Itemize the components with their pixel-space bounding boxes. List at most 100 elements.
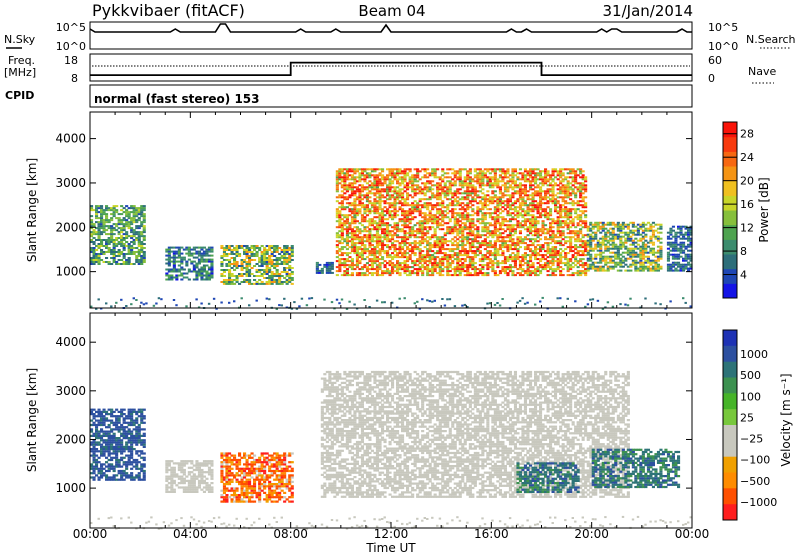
power-cell (378, 208, 382, 211)
power-cell (481, 172, 485, 175)
power-cell (559, 260, 563, 263)
power-cell (363, 218, 367, 221)
power-cell (463, 214, 467, 217)
power-cell (473, 262, 477, 265)
power-cell (536, 228, 540, 231)
power-cell (345, 220, 350, 223)
power-cell (619, 243, 623, 246)
power-cell (110, 233, 114, 236)
power-cell (401, 242, 405, 245)
power-cell (496, 184, 500, 187)
power-cell (461, 234, 465, 237)
power-cell (493, 274, 497, 277)
power-cell (534, 182, 538, 185)
power-cell (438, 184, 442, 187)
power-cell (433, 204, 437, 207)
power-cell (348, 174, 352, 177)
power-cell (421, 260, 425, 263)
power-cell (453, 212, 457, 215)
power-cell (516, 252, 520, 255)
power-cell (534, 222, 538, 225)
power-cell (187, 252, 191, 255)
power-cell (554, 204, 558, 207)
power-cell (641, 237, 645, 240)
power-cell (606, 223, 610, 226)
power-cell (403, 184, 407, 187)
power-cell (503, 208, 508, 211)
power-cell (270, 282, 274, 285)
power-cell (576, 272, 580, 275)
power-cell (443, 222, 447, 225)
power-cell (448, 250, 452, 253)
power-cell (529, 218, 533, 221)
power-cell (571, 230, 575, 233)
power-cell (288, 277, 292, 279)
power-cell (100, 249, 104, 251)
power-cell (561, 188, 565, 191)
power-cell (172, 256, 176, 259)
power-cell (446, 216, 450, 219)
power-cell (586, 259, 590, 262)
power-cell (202, 268, 207, 271)
power-cell (463, 228, 467, 231)
power-cell (358, 178, 362, 181)
power-cell (403, 268, 407, 271)
power-cell (315, 267, 319, 270)
power-cell (564, 254, 568, 257)
power-cell (503, 266, 508, 269)
power-cell (207, 276, 212, 279)
power-cell (466, 172, 470, 175)
power-cell (383, 190, 387, 193)
power-cell (448, 262, 452, 265)
power-cell (571, 168, 575, 171)
power-cell (125, 221, 129, 224)
power-cell (549, 228, 553, 231)
power-cell (493, 252, 497, 255)
power-cell (127, 221, 131, 224)
power-cell (391, 246, 395, 249)
power-cell (383, 238, 387, 241)
power-cell (448, 256, 452, 259)
power-cell (378, 198, 382, 201)
power-cell (551, 168, 555, 171)
power-cell (498, 216, 503, 219)
power-cell (190, 262, 194, 265)
power-cell (513, 182, 518, 185)
power-cell (526, 272, 530, 275)
power-cell (463, 184, 467, 187)
power-cell (418, 240, 422, 243)
power-cell (290, 249, 294, 251)
power-cell (228, 261, 232, 263)
power-cell (340, 208, 344, 211)
power-cell (403, 226, 407, 229)
power-cell (408, 186, 412, 189)
power-cell (127, 259, 131, 261)
power-cell (456, 228, 460, 231)
power-cell (270, 251, 274, 253)
power-cell (360, 240, 365, 243)
power-cell (428, 196, 432, 199)
power-cell (200, 258, 204, 261)
power-cell (396, 262, 400, 265)
power-cell (496, 236, 500, 239)
power-cell (556, 202, 560, 205)
power-cell (343, 270, 347, 273)
power-cell (541, 248, 545, 251)
power-cell (225, 245, 229, 247)
power-cell (350, 268, 355, 271)
power-cell (446, 188, 450, 191)
power-cell (250, 255, 254, 257)
power-cell (428, 254, 432, 257)
power-cell (644, 247, 648, 250)
power-cell (609, 237, 613, 240)
power-cell (381, 246, 385, 249)
power-cell (549, 198, 553, 201)
power-cell (358, 238, 362, 241)
power-cell (586, 257, 590, 260)
power-cell (551, 218, 555, 221)
power-cell (523, 256, 528, 259)
power-cell (235, 245, 239, 247)
power-cell (360, 174, 365, 177)
power-cell (534, 250, 538, 253)
power-cell (584, 220, 588, 223)
